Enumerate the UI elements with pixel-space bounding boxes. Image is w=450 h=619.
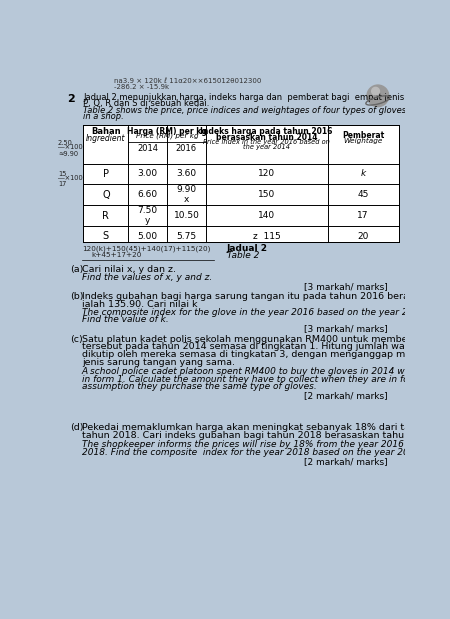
- Text: in a shop.: in a shop.: [83, 112, 124, 121]
- Text: A school police cadet platoon spent RM400 to buy the gloves in 2014 when they we: A school police cadet platoon spent RM40…: [82, 367, 450, 376]
- Text: Indeks gubahan bagi harga sarung tangan itu pada tahun 2016 berasaskan tahun 201: Indeks gubahan bagi harga sarung tangan …: [82, 292, 450, 301]
- Text: 120: 120: [258, 170, 275, 178]
- Text: Satu platun kadet polis sekolah menggunakan RM400 untuk membeli sarung tangan: Satu platun kadet polis sekolah mengguna…: [82, 334, 450, 344]
- Text: Harga (RM) per kg: Harga (RM) per kg: [127, 127, 207, 136]
- Text: (a): (a): [70, 265, 84, 274]
- Text: k+45+17+20: k+45+17+20: [91, 252, 141, 258]
- Text: 150: 150: [258, 190, 275, 199]
- Text: Table 2: Table 2: [227, 251, 259, 259]
- Text: Cari nilai x, y dan z.: Cari nilai x, y dan z.: [82, 265, 176, 274]
- Text: na3.9 × 120k ℓ 11α20××615012θ012300: na3.9 × 120k ℓ 11α20××615012θ012300: [114, 78, 262, 84]
- Text: Find the value of k.: Find the value of k.: [82, 315, 169, 324]
- Text: 17: 17: [357, 211, 369, 220]
- Text: R: R: [103, 210, 109, 220]
- Text: [3 markah/ marks]: [3 markah/ marks]: [304, 282, 388, 291]
- Text: 3.60: 3.60: [176, 170, 197, 178]
- Text: berasaskan tahun 2014: berasaskan tahun 2014: [216, 133, 317, 142]
- Text: 3.00: 3.00: [138, 170, 158, 178]
- Text: dikutip oleh mereka semasa di tingkatan 3, dengan menganggap mereka membeli: dikutip oleh mereka semasa di tingkatan …: [82, 350, 450, 359]
- Text: Find the values of x, y and z.: Find the values of x, y and z.: [82, 273, 212, 282]
- Text: Ingredient: Ingredient: [86, 134, 126, 142]
- Text: 5.00: 5.00: [138, 232, 158, 241]
- Text: assumption they purchase the same type of gloves.: assumption they purchase the same type o…: [82, 383, 317, 391]
- Text: k: k: [360, 170, 366, 178]
- Text: [2 markah/ marks]: [2 markah/ marks]: [304, 457, 388, 466]
- Text: Q: Q: [102, 190, 110, 200]
- Text: 140: 140: [258, 211, 275, 220]
- Text: Pekedai memaklumkan harga akan meningkat sebanyak 18% dari tahun 2016 ke: Pekedai memaklumkan harga akan meningkat…: [82, 423, 450, 432]
- Text: 7.50
y: 7.50 y: [138, 206, 158, 225]
- Text: P, Q, R dan S di sebuah kedai.: P, Q, R dan S di sebuah kedai.: [83, 99, 210, 108]
- Text: -286.2 × -15.9k: -286.2 × -15.9k: [114, 84, 170, 90]
- Text: 15: 15: [58, 170, 66, 176]
- Text: ―×100: ―×100: [58, 175, 82, 181]
- Text: 10.50: 10.50: [174, 211, 199, 220]
- Text: jenis sarung tangan yang sama.: jenis sarung tangan yang sama.: [82, 358, 235, 366]
- Text: The shopkeeper informs the prices will rise by 18% from the year 2016 to the yea: The shopkeeper informs the prices will r…: [82, 440, 450, 449]
- Text: tahun 2018. Cari indeks gubahan bagi tahun 2018 berasaskan tahun 2014.: tahun 2018. Cari indeks gubahan bagi tah…: [82, 431, 440, 439]
- Text: Pemberat: Pemberat: [342, 131, 384, 141]
- Text: Jadual 2: Jadual 2: [227, 244, 268, 253]
- Text: 6.60: 6.60: [138, 190, 158, 199]
- Text: Price (RM) per kg: Price (RM) per kg: [136, 133, 198, 139]
- Text: S: S: [103, 232, 109, 241]
- Text: Bahan: Bahan: [91, 127, 121, 136]
- Bar: [83, 125, 399, 242]
- Text: 2014: 2014: [137, 144, 158, 152]
- Text: z  115: z 115: [253, 232, 280, 241]
- Text: the year 2014: the year 2014: [243, 144, 290, 150]
- Text: Indeks harga pada tahun 2016: Indeks harga pada tahun 2016: [200, 127, 333, 136]
- Text: Table 2 shows the price, price indices and weightages of four types of gloves P,: Table 2 shows the price, price indices a…: [83, 106, 450, 115]
- Text: 5.75: 5.75: [176, 232, 197, 241]
- Circle shape: [372, 87, 379, 95]
- Text: (d): (d): [70, 423, 84, 432]
- Text: 2016: 2016: [176, 144, 197, 152]
- Text: ialah 135.90. Cari nilai k: ialah 135.90. Cari nilai k: [82, 300, 197, 309]
- Text: 120(k)+150(45)+140(17)+115(20): 120(k)+150(45)+140(17)+115(20): [82, 245, 210, 252]
- Text: Weightage: Weightage: [343, 138, 383, 144]
- Text: Jadual 2 menunjukkan harga, indeks harga dan  pemberat bagi  empat jenis sarung : Jadual 2 menunjukkan harga, indeks harga…: [83, 93, 450, 102]
- Text: (c): (c): [70, 334, 83, 344]
- Text: Price index in the year 2016 based on: Price index in the year 2016 based on: [203, 139, 330, 145]
- Text: tersebut pada tahun 2014 semasa di tingkatan 1. Hitung jumlah wang yang perlu: tersebut pada tahun 2014 semasa di tingk…: [82, 342, 450, 351]
- Text: in form 1. Calculate the amount they have to collect when they are in form 3, wi: in form 1. Calculate the amount they hav…: [82, 374, 450, 384]
- Text: 20: 20: [357, 232, 369, 241]
- Text: [3 markah/ marks]: [3 markah/ marks]: [304, 324, 388, 334]
- Text: [2 markah/ marks]: [2 markah/ marks]: [304, 392, 388, 400]
- Text: 2: 2: [67, 93, 75, 103]
- Text: 45: 45: [357, 190, 369, 199]
- Text: The composite index for the glove in the year 2016 based on the year 2014 is 135: The composite index for the glove in the…: [82, 308, 450, 316]
- Text: ≈9.90: ≈9.90: [58, 150, 78, 157]
- Text: (b): (b): [70, 292, 84, 301]
- Text: 2018. Find the composite  index for the year 2018 based on the year 2014.: 2018. Find the composite index for the y…: [82, 448, 423, 457]
- Text: 2.50: 2.50: [58, 140, 73, 145]
- Circle shape: [367, 85, 389, 106]
- Text: ―×100: ―×100: [58, 144, 82, 150]
- Text: 9.90
x: 9.90 x: [176, 185, 197, 204]
- Text: 17: 17: [58, 181, 66, 188]
- Text: P: P: [103, 169, 109, 179]
